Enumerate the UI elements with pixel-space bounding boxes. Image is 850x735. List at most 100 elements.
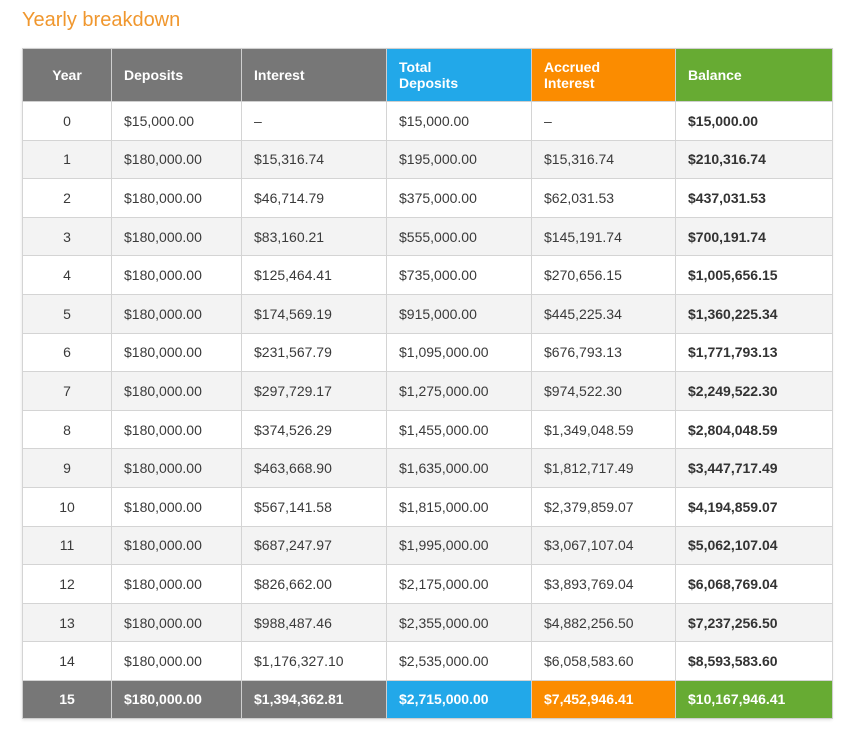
- cell-total-deposits: $1,275,000.00: [386, 371, 532, 411]
- cell-balance: $15,000.00: [675, 101, 833, 141]
- cell-accrued-interest: –: [531, 101, 676, 141]
- cell-year: 8: [22, 409, 112, 450]
- cell-total-deposits: $2,355,000.00: [386, 602, 532, 643]
- cell-interest: $826,662.00: [241, 564, 387, 604]
- cell-accrued-interest: $2,379,859.07: [531, 486, 676, 527]
- cell-year: 1: [22, 139, 112, 180]
- cell-balance: $1,771,793.13: [675, 332, 833, 373]
- cell-deposits: $180,000.00: [111, 371, 242, 411]
- cell-deposits: $180,000.00: [111, 409, 242, 450]
- cell-interest: $231,567.79: [241, 332, 387, 373]
- header-accrued-interest-line1: Accrued: [544, 59, 601, 75]
- table-row: 11 $180,000.00 $687,247.97 $1,995,000.00 $3,…: [22, 525, 833, 566]
- cell-accrued-interest: $3,893,769.04: [531, 564, 676, 604]
- final-cell-interest: $1,394,362.81: [241, 679, 387, 719]
- cell-balance: $437,031.53: [675, 178, 833, 218]
- cell-total-deposits: $1,455,000.00: [386, 409, 532, 450]
- table-header-row: Year Deposits Interest Total Deposits Acc…: [22, 48, 833, 102]
- cell-deposits: $180,000.00: [111, 293, 242, 334]
- cell-balance: $4,194,859.07: [675, 486, 833, 527]
- cell-balance: $7,237,256.50: [675, 602, 833, 643]
- header-deposits: Deposits: [111, 48, 242, 102]
- cell-year: 0: [22, 101, 112, 141]
- header-balance: Balance: [675, 48, 833, 102]
- cell-balance: $2,804,048.59: [675, 409, 833, 450]
- cell-balance: $1,005,656.15: [675, 255, 833, 295]
- page-title: Yearly breakdown: [22, 9, 181, 31]
- cell-balance: $210,316.74: [675, 139, 833, 180]
- cell-total-deposits: $2,175,000.00: [386, 564, 532, 604]
- final-cell-balance: $10,167,946.41: [675, 679, 833, 719]
- cell-year: 11: [22, 525, 112, 566]
- cell-balance: $2,249,522.30: [675, 371, 833, 411]
- table-row: 1 $180,000.00 $15,316.74 $195,000.00 $15,316…: [22, 139, 833, 180]
- cell-year: 13: [22, 602, 112, 643]
- cell-interest: $567,141.58: [241, 486, 387, 527]
- cell-balance: $3,447,717.49: [675, 448, 833, 488]
- table-row: 6 $180,000.00 $231,567.79 $1,095,000.00 $676…: [22, 332, 833, 373]
- cell-deposits: $180,000.00: [111, 602, 242, 643]
- cell-deposits: $180,000.00: [111, 255, 242, 295]
- cell-year: 4: [22, 255, 112, 295]
- cell-year: 3: [22, 216, 112, 257]
- header-total-deposits-line2: Deposits: [399, 75, 459, 91]
- cell-deposits: $180,000.00: [111, 178, 242, 218]
- cell-year: 5: [22, 293, 112, 334]
- table-final-row: 15 $180,000.00 $1,394,362.81 $2,715,000.…: [22, 679, 833, 719]
- cell-balance: $700,191.74: [675, 216, 833, 257]
- cell-accrued-interest: $676,793.13: [531, 332, 676, 373]
- header-total-deposits: Total Deposits: [386, 48, 532, 102]
- table-body: 0 $15,000.00– $15,000.00– $15,000.00 1 $180,0…: [22, 101, 833, 681]
- cell-accrued-interest: $445,225.34: [531, 293, 676, 334]
- header-total-deposits-line1: Total: [399, 59, 432, 75]
- cell-deposits: $180,000.00: [111, 564, 242, 604]
- table-row: 3 $180,000.00 $83,160.21 $555,000.00 $145,19…: [22, 216, 833, 257]
- cell-interest: $125,464.41: [241, 255, 387, 295]
- yearly-breakdown-table-container: Year Deposits Interest Total Deposits Acc…: [22, 48, 833, 719]
- cell-accrued-interest: $145,191.74: [531, 216, 676, 257]
- table-row: 8 $180,000.00 $374,526.29 $1,455,000.00 $1,3…: [22, 409, 833, 450]
- cell-accrued-interest: $974,522.30: [531, 371, 676, 411]
- cell-interest: $297,729.17: [241, 371, 387, 411]
- cell-year: 9: [22, 448, 112, 488]
- cell-accrued-interest: $15,316.74: [531, 139, 676, 180]
- cell-total-deposits: $1,095,000.00: [386, 332, 532, 373]
- table-row: 12 $180,000.00 $826,662.00 $2,175,000.00 $3,…: [22, 564, 833, 604]
- table-row: 0 $15,000.00– $15,000.00– $15,000.00: [22, 101, 833, 141]
- cell-accrued-interest: $4,882,256.50: [531, 602, 676, 643]
- cell-accrued-interest: $1,349,048.59: [531, 409, 676, 450]
- cell-balance: $5,062,107.04: [675, 525, 833, 566]
- yearly-breakdown-table: Year Deposits Interest Total Deposits Acc…: [22, 48, 833, 719]
- header-accrued-interest-line2: Interest: [544, 75, 595, 91]
- header-accrued-interest: Accrued Interest: [531, 48, 676, 102]
- cell-interest: $174,569.19: [241, 293, 387, 334]
- cell-year: 2: [22, 178, 112, 218]
- cell-balance: $6,068,769.04: [675, 564, 833, 604]
- cell-total-deposits: $375,000.00: [386, 178, 532, 218]
- cell-total-deposits: $15,000.00: [386, 101, 532, 141]
- header-year: Year: [22, 48, 112, 102]
- cell-accrued-interest: $6,058,583.60: [531, 641, 676, 681]
- cell-deposits: $180,000.00: [111, 525, 242, 566]
- table-row: 9 $180,000.00 $463,668.90 $1,635,000.00 $1,8…: [22, 448, 833, 488]
- cell-interest: $1,176,327.10: [241, 641, 387, 681]
- cell-deposits: $180,000.00: [111, 641, 242, 681]
- table-row: 14 $180,000.00 $1,176,327.10 $2,535,000.00 $…: [22, 641, 833, 681]
- cell-interest: $83,160.21: [241, 216, 387, 257]
- cell-total-deposits: $1,995,000.00: [386, 525, 532, 566]
- cell-accrued-interest: $62,031.53: [531, 178, 676, 218]
- cell-balance: $1,360,225.34: [675, 293, 833, 334]
- table-row: 13 $180,000.00 $988,487.46 $2,355,000.00 $4,…: [22, 602, 833, 643]
- cell-deposits: $180,000.00: [111, 139, 242, 180]
- cell-total-deposits: $195,000.00: [386, 139, 532, 180]
- cell-total-deposits: $1,635,000.00: [386, 448, 532, 488]
- final-cell-deposits: $180,000.00: [111, 679, 242, 719]
- final-cell-total-deposits: $2,715,000.00: [386, 679, 532, 719]
- cell-total-deposits: $915,000.00: [386, 293, 532, 334]
- cell-interest: –: [241, 101, 387, 141]
- cell-deposits: $180,000.00: [111, 486, 242, 527]
- cell-total-deposits: $555,000.00: [386, 216, 532, 257]
- cell-deposits: $180,000.00: [111, 216, 242, 257]
- final-cell-accrued-interest: $7,452,946.41: [531, 679, 676, 719]
- cell-balance: $8,593,583.60: [675, 641, 833, 681]
